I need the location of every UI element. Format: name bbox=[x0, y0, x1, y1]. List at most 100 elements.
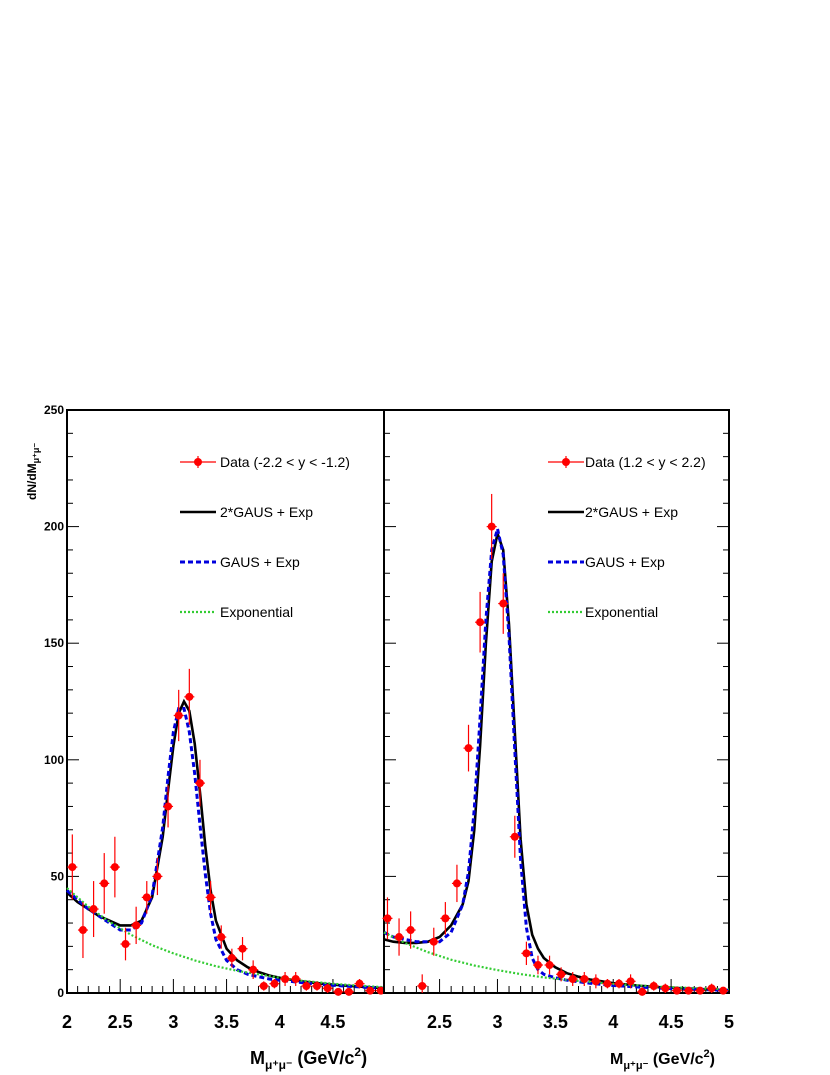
left-x-axis-title: Mμ⁺μ⁻ (GeV/c2) bbox=[250, 1045, 367, 1072]
legend-label: Data (-2.2 < y < -1.2) bbox=[220, 454, 350, 470]
data-point bbox=[78, 926, 87, 935]
data-point bbox=[383, 914, 392, 923]
data-point bbox=[626, 977, 635, 986]
data-point bbox=[510, 832, 519, 841]
x-tick-label: 2 bbox=[62, 1012, 72, 1032]
right-panel: 2.5 3 3.5 4 4.5 5 Data (1.2 < y < 2.2) 2*GAUS … bbox=[382, 409, 734, 1072]
y-tick-label: 50 bbox=[51, 869, 65, 883]
x-tick-label: 5 bbox=[724, 1012, 734, 1032]
data-point bbox=[206, 893, 215, 902]
x-tick-label: 4.5 bbox=[320, 1012, 345, 1032]
data-point bbox=[270, 979, 279, 988]
data-point bbox=[323, 984, 332, 993]
data-point bbox=[406, 926, 415, 935]
data-point bbox=[476, 618, 485, 627]
data-point bbox=[376, 986, 385, 995]
left-axes: 0 50 100 150 200 250 2 2.5 3 3.5 4 4.5 bbox=[44, 403, 376, 1032]
legend-label: Exponential bbox=[585, 604, 658, 620]
data-point bbox=[464, 744, 473, 753]
x-tick-label: 4 bbox=[275, 1012, 285, 1032]
data-point bbox=[615, 979, 624, 988]
data-point bbox=[68, 863, 77, 872]
data-point bbox=[302, 982, 311, 991]
data-point bbox=[259, 982, 268, 991]
curve-2-gaus-exp bbox=[66, 698, 385, 990]
right-x-axis-title: Mμ⁺μ⁻ (GeV/c2) bbox=[610, 1048, 715, 1072]
data-point bbox=[429, 937, 438, 946]
data-point bbox=[227, 954, 236, 963]
data-point bbox=[684, 986, 693, 995]
right-plot-frame bbox=[383, 409, 730, 994]
data-point bbox=[603, 979, 612, 988]
data-point bbox=[132, 921, 141, 930]
x-tick-label: 3 bbox=[168, 1012, 178, 1032]
data-point bbox=[568, 975, 577, 984]
data-point bbox=[649, 982, 658, 991]
data-point bbox=[487, 522, 496, 531]
x-tick-label: 4 bbox=[608, 1012, 618, 1032]
left-legend: Data (-2.2 < y < -1.2) 2*GAUS + Exp GAUS +… bbox=[180, 454, 350, 620]
x-tick-label: 3.5 bbox=[543, 1012, 568, 1032]
data-point bbox=[217, 933, 226, 942]
left-y-axis-title: dN/dMμ⁺μ⁻ bbox=[25, 443, 41, 500]
data-point bbox=[522, 949, 531, 958]
data-point bbox=[355, 979, 364, 988]
data-point bbox=[366, 986, 375, 995]
x-tick-label: 4.5 bbox=[659, 1012, 684, 1032]
legend-marker-point bbox=[194, 458, 202, 466]
x-tick-label: 2.5 bbox=[108, 1012, 133, 1032]
y-tick-label: 250 bbox=[44, 403, 64, 417]
data-point bbox=[441, 914, 450, 923]
data-point bbox=[281, 975, 290, 984]
data-point bbox=[545, 961, 554, 970]
legend-label: GAUS + Exp bbox=[220, 554, 300, 570]
left-data-points bbox=[67, 668, 386, 996]
left-curves bbox=[66, 698, 385, 990]
y-tick-label: 100 bbox=[44, 753, 64, 767]
curve-exponential bbox=[66, 887, 385, 989]
curve-exponential bbox=[383, 931, 730, 991]
legend-label: Data (1.2 < y < 2.2) bbox=[585, 454, 706, 470]
data-point bbox=[153, 872, 162, 881]
data-point bbox=[638, 987, 647, 996]
legend-label: GAUS + Exp bbox=[585, 554, 665, 570]
data-point bbox=[452, 879, 461, 888]
data-point bbox=[591, 977, 600, 986]
data-point bbox=[174, 711, 183, 720]
data-point bbox=[672, 986, 681, 995]
data-point bbox=[100, 879, 109, 888]
x-tick-label: 2.5 bbox=[427, 1012, 452, 1032]
data-point bbox=[418, 982, 427, 991]
y-tick-label: 150 bbox=[44, 636, 64, 650]
data-point bbox=[249, 965, 258, 974]
data-point bbox=[89, 905, 98, 914]
data-point bbox=[533, 961, 542, 970]
data-point bbox=[719, 986, 728, 995]
legend-label: 2*GAUS + Exp bbox=[585, 504, 678, 520]
data-point bbox=[291, 975, 300, 984]
left-plot-frame bbox=[66, 409, 385, 994]
y-tick-label: 200 bbox=[44, 520, 64, 534]
data-point bbox=[344, 987, 353, 996]
data-point bbox=[499, 599, 508, 608]
data-point bbox=[707, 984, 716, 993]
curve-gaus-exp bbox=[66, 707, 385, 990]
legend-label: 2*GAUS + Exp bbox=[220, 504, 313, 520]
data-point bbox=[557, 970, 566, 979]
data-point bbox=[238, 944, 247, 953]
data-point bbox=[696, 986, 705, 995]
y-tick-label: 0 bbox=[57, 986, 64, 1000]
x-tick-label: 3 bbox=[492, 1012, 502, 1032]
data-point bbox=[395, 933, 404, 942]
data-point bbox=[164, 802, 173, 811]
data-point bbox=[110, 863, 119, 872]
x-tick-label: 3.5 bbox=[214, 1012, 239, 1032]
right-data-points bbox=[382, 493, 729, 996]
data-point bbox=[580, 975, 589, 984]
right-legend: Data (1.2 < y < 2.2) 2*GAUS + Exp GAUS + E… bbox=[548, 454, 706, 620]
data-point bbox=[142, 893, 151, 902]
data-point bbox=[334, 987, 343, 996]
data-point bbox=[312, 982, 321, 991]
legend-marker-point bbox=[562, 458, 570, 466]
